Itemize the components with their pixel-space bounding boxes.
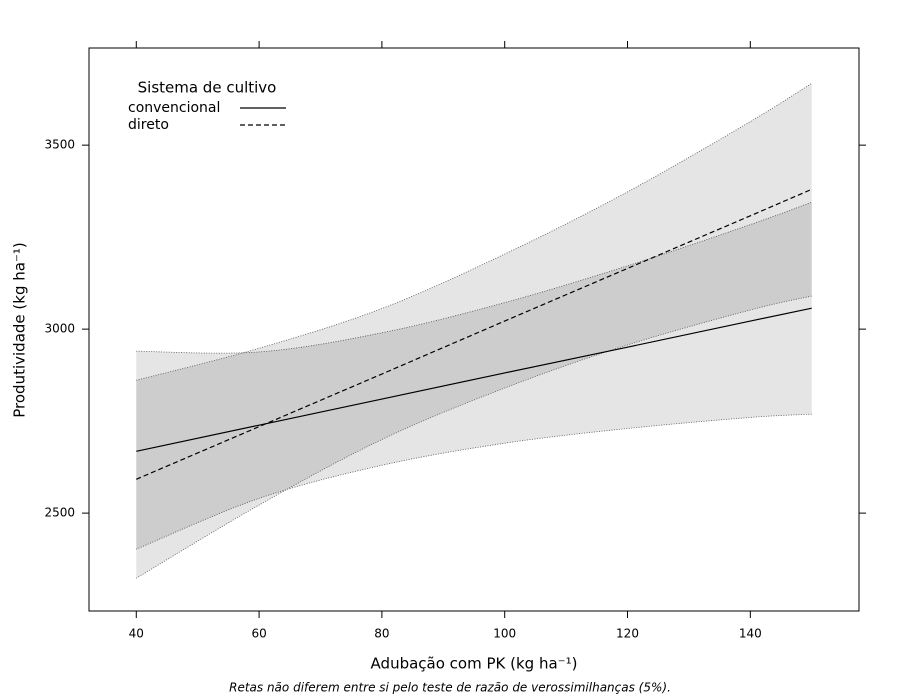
y-tick-label: 2500 bbox=[44, 506, 75, 520]
x-axis-label: Adubação com PK (kg ha⁻¹) bbox=[371, 655, 578, 673]
legend-label: convencional bbox=[128, 100, 220, 116]
legend-title: Sistema de cultivo bbox=[138, 79, 277, 97]
x-tick-label: 140 bbox=[739, 627, 762, 641]
y-tick-label: 3500 bbox=[44, 138, 75, 152]
fit-line bbox=[136, 188, 812, 480]
confidence-band bbox=[136, 83, 812, 579]
fit-line bbox=[136, 307, 812, 452]
x-tick-label: 60 bbox=[251, 627, 266, 641]
x-tick-label: 120 bbox=[616, 627, 639, 641]
band-edge bbox=[136, 413, 812, 550]
legend-label: direto bbox=[128, 117, 169, 133]
band-edge bbox=[136, 295, 812, 579]
y-axis-label: Produtividade (kg ha⁻¹) bbox=[11, 242, 29, 417]
x-tick-label: 100 bbox=[493, 627, 516, 641]
x-tick-label: 40 bbox=[129, 627, 144, 641]
band-edge bbox=[136, 201, 812, 354]
footnote: Retas não diferem entre si pelo teste de… bbox=[229, 681, 671, 695]
confidence-band bbox=[136, 202, 812, 550]
x-tick-label: 80 bbox=[374, 627, 389, 641]
band-edge bbox=[136, 82, 812, 381]
y-tick-label: 3000 bbox=[44, 322, 75, 336]
